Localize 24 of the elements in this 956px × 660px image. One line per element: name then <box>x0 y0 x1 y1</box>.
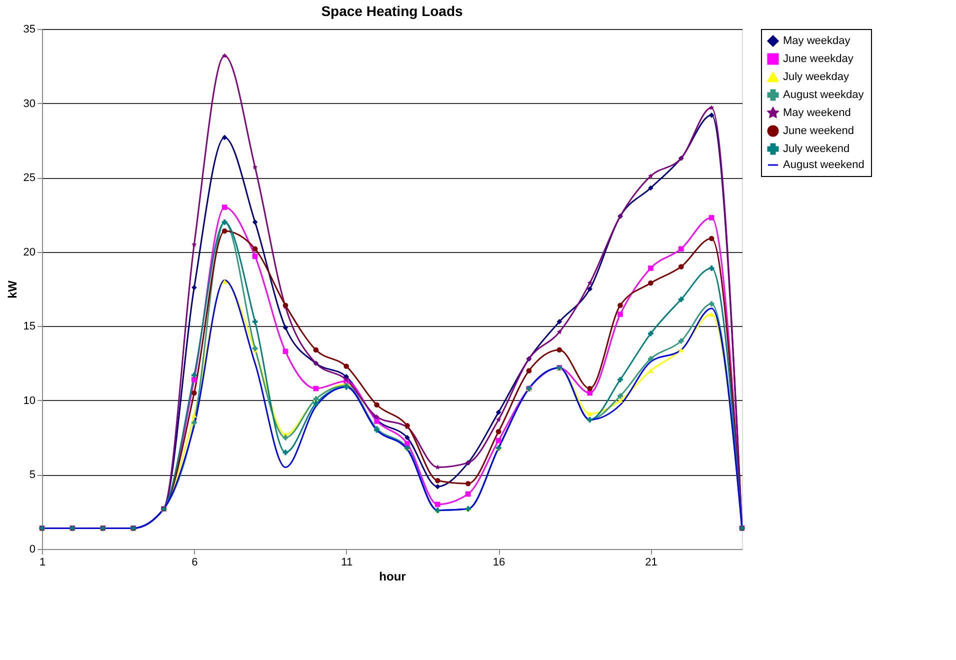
y-tick-label: 5 <box>29 469 36 482</box>
x-tick-label: 21 <box>645 556 658 568</box>
y-axis-title: kW <box>5 280 20 298</box>
legend-label: June weekend <box>783 125 854 137</box>
x-tick-label: 16 <box>492 556 506 568</box>
y-tick-label: 10 <box>23 394 36 407</box>
legend-label: August weekday <box>783 89 864 101</box>
y-tick-label: 15 <box>23 320 36 333</box>
chart-title: Space Heating Loads <box>321 3 464 19</box>
x-tick-label: 11 <box>341 556 353 568</box>
legend-label: May weekday <box>783 35 851 47</box>
legend-label: May weekend <box>783 107 851 119</box>
y-tick-label: 0 <box>29 544 36 556</box>
x-axis-title: hour <box>379 570 406 584</box>
y-tick-label: 35 <box>23 24 36 36</box>
legend-label: June weekday <box>783 53 854 65</box>
legend-label: July weekend <box>783 143 850 155</box>
y-tick-label: 20 <box>23 246 36 258</box>
y-tick-label: 25 <box>23 172 36 184</box>
x-tick-label: 1 <box>39 556 46 568</box>
y-tick-label: 30 <box>23 98 36 110</box>
legend-label: July weekday <box>783 71 850 83</box>
legend-label: August weekend <box>783 159 864 171</box>
x-tick-label: 6 <box>192 556 198 568</box>
